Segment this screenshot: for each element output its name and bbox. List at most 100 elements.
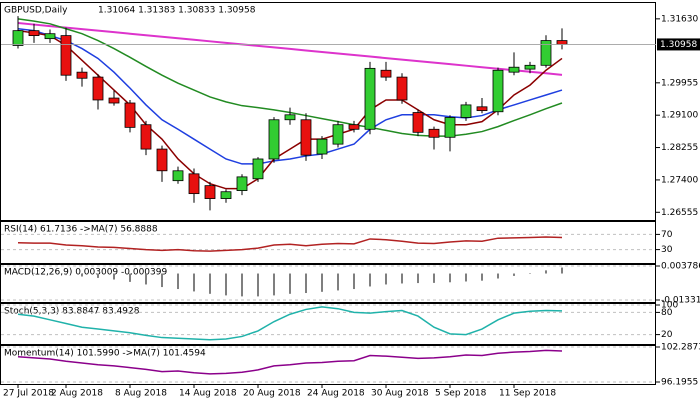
panel-title: Momentum(14) 101.5990 ->MA(7) 101.4594: [4, 349, 206, 359]
histogram-bar: [513, 273, 515, 276]
candle-body: [76, 71, 88, 79]
candle-body: [268, 119, 280, 160]
histogram-bar: [369, 273, 371, 287]
histogram-bar: [161, 273, 163, 288]
histogram-bar: [433, 273, 435, 283]
candle-body: [300, 119, 312, 156]
histogram-bar: [225, 273, 227, 296]
candle-body: [380, 69, 392, 78]
candle-body: [92, 76, 104, 101]
candle-body: [220, 191, 232, 199]
histogram-bar: [49, 273, 51, 275]
histogram-bar: [177, 273, 179, 290]
y-tick-label: 100: [661, 301, 678, 311]
y-tick-label: 0.003786: [661, 262, 700, 272]
histogram-bar: [113, 273, 115, 280]
y-tick-label: 1.26555: [661, 208, 698, 218]
y-tick-label: 80: [661, 308, 673, 318]
histogram-bar: [289, 273, 291, 294]
y-tick-label: -0.013313: [661, 296, 700, 306]
y-tick-label: 102.2873: [661, 343, 700, 353]
candle-body: [508, 66, 520, 73]
candle-body: [460, 104, 472, 118]
panel-title: Stoch(5,3,3) 83.8847 83.4928: [4, 307, 140, 317]
panel-frame: [0, 2, 656, 221]
histogram-bar: [129, 273, 131, 282]
histogram-bar: [257, 273, 259, 297]
indicator-line: [17, 349, 563, 375]
x-tick-label: 2 Aug 2018: [51, 389, 103, 399]
candle-body: [412, 112, 424, 133]
histogram-bar: [401, 273, 403, 284]
indicator-line: [17, 236, 563, 252]
histogram-bar: [241, 273, 243, 297]
candle-body: [108, 97, 120, 104]
histogram-bar: [145, 273, 147, 285]
histogram-bar: [81, 273, 83, 277]
last-price-box: [657, 38, 700, 51]
x-tick-label: 8 Aug 2018: [115, 389, 167, 399]
candle-body: [188, 173, 200, 195]
y-tick-label: 20: [661, 330, 673, 340]
candle-body: [396, 76, 408, 101]
histogram-bar: [481, 273, 483, 281]
x-tick-label: 11 Sep 2018: [499, 389, 556, 399]
x-tick-label: 24 Aug 2018: [307, 389, 365, 399]
histogram-bar: [449, 273, 451, 283]
candle-body: [524, 64, 536, 70]
candle-body: [428, 128, 440, 138]
x-tick-label: 14 Aug 2018: [179, 389, 237, 399]
candle-body: [492, 69, 504, 113]
x-tick-label: 20 Aug 2018: [243, 389, 301, 399]
candle-body: [348, 124, 360, 130]
y-tick-label: 1.27400: [661, 175, 698, 185]
histogram-bar: [65, 273, 67, 276]
histogram-bar: [465, 273, 467, 282]
candle-body: [156, 148, 168, 172]
y-tick-label: 1.31630: [661, 14, 698, 24]
y-tick-label: 70: [661, 230, 673, 240]
candle-body: [476, 106, 488, 112]
histogram-bar: [497, 273, 499, 279]
x-tick-label: 27 Jul 2018: [3, 389, 54, 399]
indicator-line: [17, 22, 563, 76]
histogram-bar: [417, 273, 419, 284]
y-tick-label: 96.1955: [661, 378, 698, 388]
indicator-line: [17, 29, 563, 190]
panel-subtitle: 1.31064 1.31383 1.30833 1.30958: [98, 6, 256, 16]
histogram-bar: [305, 273, 307, 294]
candle-body: [12, 30, 24, 46]
y-tick-label: 1.28255: [661, 143, 698, 153]
x-tick-label: 30 Aug 2018: [371, 389, 429, 399]
candle-body: [556, 40, 568, 45]
candle-body: [172, 170, 184, 182]
histogram-bar: [561, 267, 563, 274]
panel-title: RSI(14) 61.7136 ->MA(7) 56.8888: [4, 225, 158, 235]
y-tick-label: 1.29955: [661, 78, 698, 88]
histogram-bar: [321, 273, 323, 292]
candle-body: [444, 117, 456, 138]
candle-body: [124, 102, 136, 128]
histogram-bar: [193, 273, 195, 292]
panel-title: GBPUSD,Daily: [4, 6, 68, 16]
candle-body: [284, 114, 296, 121]
histogram-bar: [353, 273, 355, 290]
candle-body: [332, 124, 344, 145]
histogram-bar: [209, 273, 211, 294]
candle-body: [236, 176, 248, 191]
histogram-bar: [545, 270, 547, 274]
panel-frame: [0, 221, 656, 264]
candle-body: [204, 185, 216, 199]
candle-body: [44, 33, 56, 40]
candle-body: [540, 40, 552, 66]
last-price-label: 1.30958: [660, 40, 697, 50]
y-tick-label: 30: [661, 245, 673, 255]
panel-title: MACD(12,26,9) 0.003009 -0.000399: [4, 268, 167, 278]
histogram-bar: [97, 273, 99, 278]
histogram-bar: [529, 273, 531, 274]
candle-body: [252, 158, 264, 180]
indicator-line: [17, 306, 563, 341]
histogram-bar: [17, 272, 19, 274]
y-tick-label: 1.29100: [661, 111, 698, 121]
